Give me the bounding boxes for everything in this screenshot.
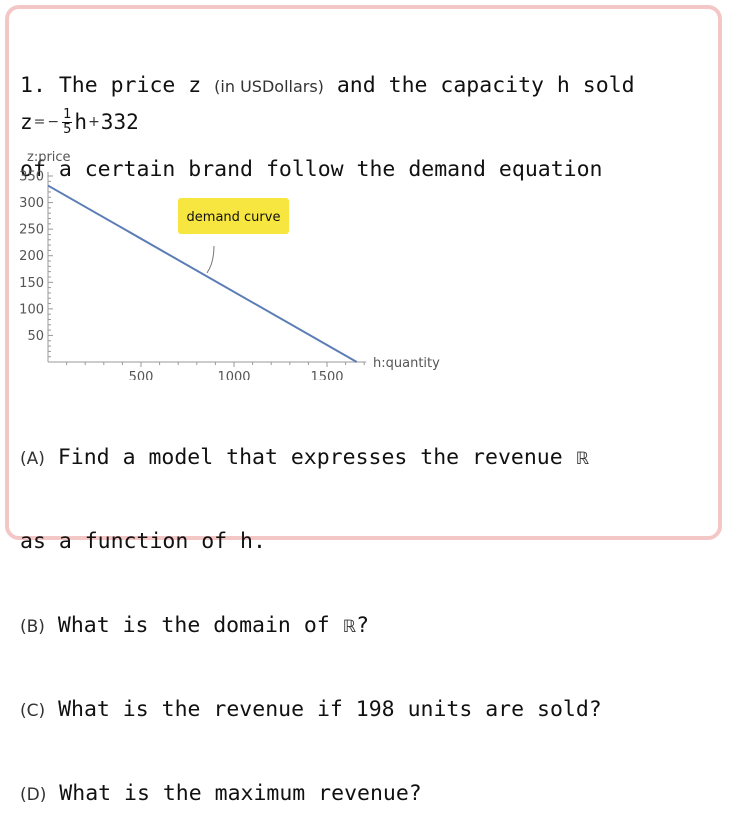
question-c: (C) What is the revenue if 198 units are… <box>20 697 602 722</box>
fraction-denominator: 5 <box>63 121 72 137</box>
y-tick-label: 50 <box>27 329 44 344</box>
y-tick-label: 100 <box>19 302 44 317</box>
fraction-numerator: 1 <box>62 106 73 123</box>
x-tick-label: 1000 <box>217 370 250 380</box>
problem-line-1: 1. The price z (in USDollars) and the ca… <box>20 73 635 98</box>
revenue-symbol: ℝ <box>575 449 590 469</box>
y-axis-label: z:price <box>27 150 71 165</box>
units-parenthetical: (in USDollars) <box>214 77 324 96</box>
revenue-symbol: ℝ <box>342 617 357 637</box>
plus-sign: + <box>88 114 100 130</box>
fraction: 1 5 <box>62 106 73 137</box>
equation-variable: h <box>74 110 88 134</box>
annotation-box <box>178 198 289 234</box>
question-d: (D) What is the maximum revenue? <box>20 781 422 806</box>
y-tick-label: 200 <box>19 249 44 264</box>
demand-chart: 500 1000 1500 50 100 150 200 250 300 350 z:price h:… <box>19 150 440 380</box>
x-tick-label: 1500 <box>310 370 343 380</box>
y-tick-label: 250 <box>19 223 44 238</box>
question-a-continued: as a function of h. <box>20 529 266 554</box>
annotation-label: demand curve <box>187 210 281 225</box>
x-axis-label: h:quantity <box>373 356 440 371</box>
x-tick-label: 500 <box>129 370 154 380</box>
y-tick-label: 300 <box>19 196 44 211</box>
y-tick-label: 150 <box>19 276 44 291</box>
question-b: (B) What is the domain of ℝ? <box>20 613 370 638</box>
equation-constant: 332 <box>100 110 139 134</box>
equals-sign: = <box>33 114 46 130</box>
callout-leader <box>206 245 215 274</box>
problem-line-2: of a certain brand follow the demand equ… <box>20 157 603 182</box>
minus-sign: − <box>47 114 60 130</box>
questions-list: (A) Find a model that expresses the reve… <box>20 388 720 836</box>
question-a: (A) Find a model that expresses the reve… <box>20 445 590 470</box>
problem-statement: 1. The price z (in USDollars) and the ca… <box>20 16 720 212</box>
demand-equation: z = − 1 5 h + 332 <box>20 102 139 142</box>
equation-lhs: z <box>20 110 33 134</box>
y-tick-label: 350 <box>19 170 44 185</box>
problem-card <box>5 5 722 540</box>
demand-curve-line <box>47 184 358 363</box>
